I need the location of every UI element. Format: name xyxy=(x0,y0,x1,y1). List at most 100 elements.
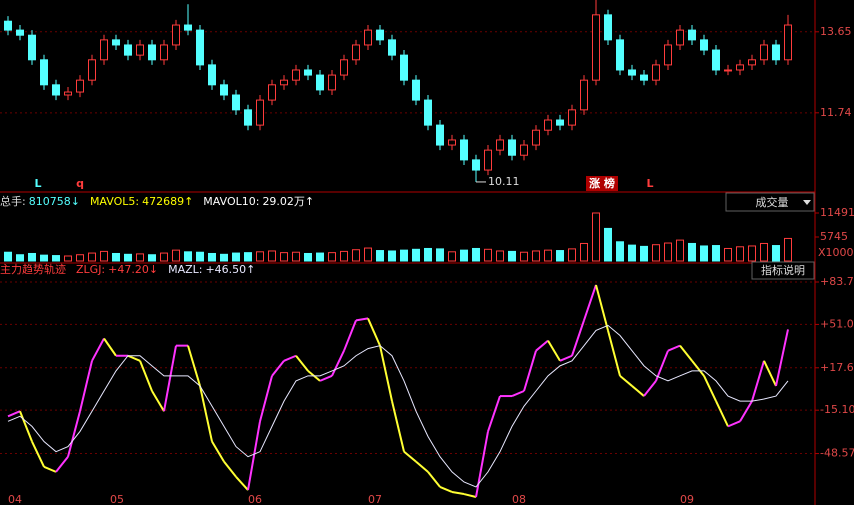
zlgj-segment xyxy=(355,317,369,322)
volume-bar xyxy=(64,255,72,262)
candle-body xyxy=(100,39,108,61)
candle-body xyxy=(436,124,444,146)
candle-body xyxy=(544,119,552,131)
indicator-selector[interactable] xyxy=(725,192,815,212)
zlgj-segment xyxy=(271,360,285,377)
zlgj-segment xyxy=(775,329,789,387)
candle-body xyxy=(4,20,12,31)
unit-label: X1000 xyxy=(818,246,854,259)
selector-label[interactable]: 成交量 xyxy=(756,195,789,209)
y-tick-label: +17.61 xyxy=(820,361,854,374)
y-tick-label: -15.10 xyxy=(820,403,854,416)
candle-body xyxy=(676,29,684,46)
zlgj-segment xyxy=(91,338,105,362)
candle-body xyxy=(208,64,216,86)
legend-name: MAZL: xyxy=(168,263,202,276)
mazl-line xyxy=(7,324,789,488)
candle-body xyxy=(580,79,588,111)
candle-body xyxy=(136,44,144,56)
candle-body xyxy=(604,14,612,41)
volume-bar xyxy=(652,244,660,262)
candle-body xyxy=(412,79,420,101)
volume-bar xyxy=(340,250,348,262)
zlgj-segment xyxy=(343,319,357,352)
candle-body xyxy=(460,139,468,161)
marker-box xyxy=(586,176,618,191)
zlgj-segment xyxy=(367,318,381,347)
zlgj-segment xyxy=(331,350,345,377)
marker: q xyxy=(76,177,84,190)
legend-value: 29.02万↑ xyxy=(262,195,314,208)
volume-bar xyxy=(508,250,516,262)
help-button-label[interactable]: 指标说明 xyxy=(761,263,805,277)
volume-bar xyxy=(568,248,576,262)
zlgj-segment xyxy=(559,354,573,362)
volume-bar xyxy=(184,251,192,262)
volume-bar xyxy=(556,250,564,262)
candle-body xyxy=(400,54,408,81)
zlgj-segment xyxy=(667,344,681,352)
candle-body xyxy=(628,69,636,76)
volume-bar xyxy=(208,252,216,262)
zlgj-segment xyxy=(127,354,141,362)
y-tick-label: -48.57 xyxy=(820,447,854,460)
legend-value: +47.20↓ xyxy=(108,263,158,276)
volume-bar xyxy=(28,252,36,262)
zlgj-segment xyxy=(223,461,237,478)
candle-body xyxy=(304,69,312,76)
dropdown-arrow[interactable] xyxy=(803,200,811,205)
candle-body xyxy=(568,109,576,126)
marker: L xyxy=(34,177,41,190)
volume-bar xyxy=(640,245,648,262)
zlgj-segment xyxy=(187,345,201,387)
candle-body xyxy=(352,44,360,61)
zlgj-segment xyxy=(547,340,561,362)
volume-bar xyxy=(220,253,228,262)
zlgj-segment xyxy=(31,441,45,468)
candle-body xyxy=(484,149,492,171)
zlgj-segment xyxy=(643,380,657,397)
volume-bar xyxy=(244,252,252,262)
volume-bar xyxy=(364,247,372,262)
zlgj-segment xyxy=(259,375,273,422)
x-tick-label: 09 xyxy=(680,493,694,505)
zlgj-segment xyxy=(163,345,177,412)
legend-value: 472689↑ xyxy=(142,195,193,208)
candle-body xyxy=(124,44,132,56)
zlgj-segment xyxy=(211,441,225,463)
volume-bar xyxy=(580,242,588,262)
indicator-title: 主力趋势轨迹 xyxy=(0,262,66,276)
candle-body xyxy=(28,34,36,61)
candle-body xyxy=(736,64,744,71)
low-label: 10.11 xyxy=(488,175,520,188)
candle-body xyxy=(256,99,264,126)
volume-bar xyxy=(124,253,132,262)
candle-body xyxy=(112,39,120,46)
zlgj-segment xyxy=(691,360,705,377)
volume-bar xyxy=(688,242,696,262)
marker: 涨 榜 xyxy=(589,176,615,190)
y-tick-label: 11491 xyxy=(820,206,854,219)
volume-bar xyxy=(616,241,624,262)
candle-body xyxy=(640,74,648,81)
x-tick-label: 07 xyxy=(368,493,382,505)
volume-bar xyxy=(232,252,240,262)
volume-bar xyxy=(412,248,420,262)
candle-body xyxy=(652,64,660,81)
candle-body xyxy=(40,59,48,86)
candle-body xyxy=(616,39,624,71)
zlgj-segment xyxy=(571,320,585,357)
zlgj-segment xyxy=(679,345,693,362)
y-tick-label: +51.08 xyxy=(820,317,854,330)
zlgj-segment xyxy=(79,360,93,412)
volume-bar xyxy=(700,245,708,262)
candle-body xyxy=(244,109,252,126)
volume-bar xyxy=(592,212,600,262)
candle-body xyxy=(784,24,792,61)
candle-body xyxy=(172,24,180,46)
volume-bar xyxy=(604,227,612,262)
volume-bar xyxy=(760,242,768,262)
volume-bar xyxy=(664,242,672,262)
help-button[interactable] xyxy=(751,261,815,280)
